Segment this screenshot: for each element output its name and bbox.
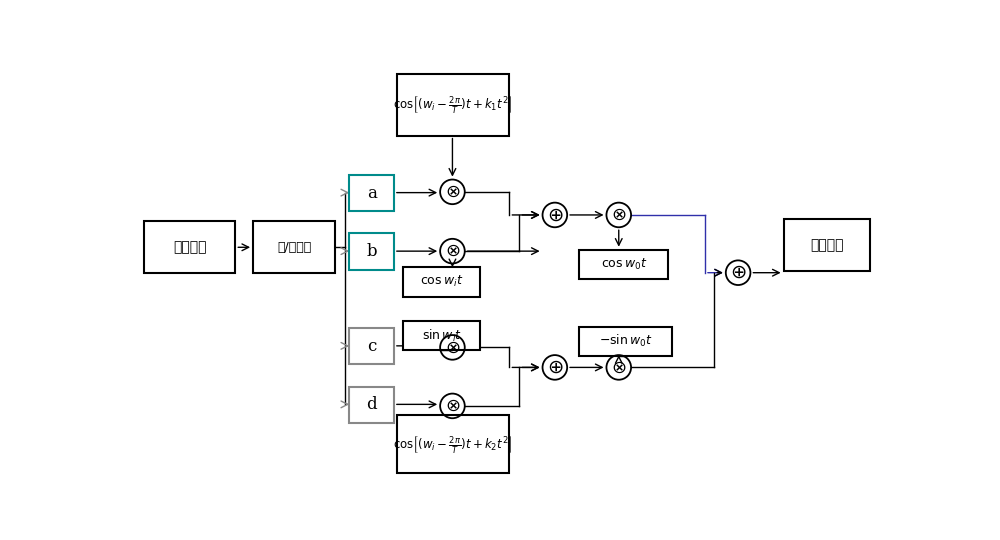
Text: c: c (367, 338, 376, 355)
Text: $\otimes$: $\otimes$ (445, 183, 460, 201)
Text: $-\sin w_0 t$: $-\sin w_0 t$ (599, 333, 653, 349)
Text: $\otimes$: $\otimes$ (445, 397, 460, 415)
Text: a: a (367, 185, 377, 201)
Text: $\cos\!\left[(w_i-\frac{2\pi}{T})t+k_2 t^2\right]$: $\cos\!\left[(w_i-\frac{2\pi}{T})t+k_2 t… (393, 434, 512, 455)
Bar (784, 219, 870, 271)
Bar (403, 321, 480, 350)
Text: $\sin w_i t$: $\sin w_i t$ (422, 328, 462, 344)
Text: d: d (366, 396, 377, 413)
Text: b: b (366, 243, 377, 260)
Bar (397, 74, 509, 136)
Text: $\cos w_i t$: $\cos w_i t$ (420, 274, 463, 289)
Bar (579, 327, 672, 356)
Bar (349, 175, 394, 211)
Text: 基带信号: 基带信号 (173, 240, 207, 254)
Bar (349, 387, 394, 423)
Text: $\otimes$: $\otimes$ (611, 359, 626, 376)
Text: 调制信号: 调制信号 (810, 238, 843, 252)
Bar (253, 221, 335, 273)
Bar (403, 267, 480, 296)
Bar (349, 328, 394, 364)
Text: $\oplus$: $\oplus$ (547, 358, 563, 377)
Bar (349, 233, 394, 269)
Bar (144, 221, 235, 273)
Bar (397, 415, 509, 473)
Text: 串/并转换: 串/并转换 (277, 241, 311, 254)
Text: $\cos w_0 t$: $\cos w_0 t$ (601, 256, 647, 272)
Bar (579, 249, 668, 279)
Text: $\otimes$: $\otimes$ (445, 242, 460, 260)
Text: $\oplus$: $\oplus$ (730, 263, 746, 282)
Text: $\otimes$: $\otimes$ (445, 339, 460, 356)
Text: $\cos\!\left[(w_i-\frac{2\pi}{T})t+k_1 t^2\right]$: $\cos\!\left[(w_i-\frac{2\pi}{T})t+k_1 t… (393, 94, 512, 116)
Text: $\oplus$: $\oplus$ (547, 205, 563, 225)
Text: $\otimes$: $\otimes$ (611, 206, 626, 224)
